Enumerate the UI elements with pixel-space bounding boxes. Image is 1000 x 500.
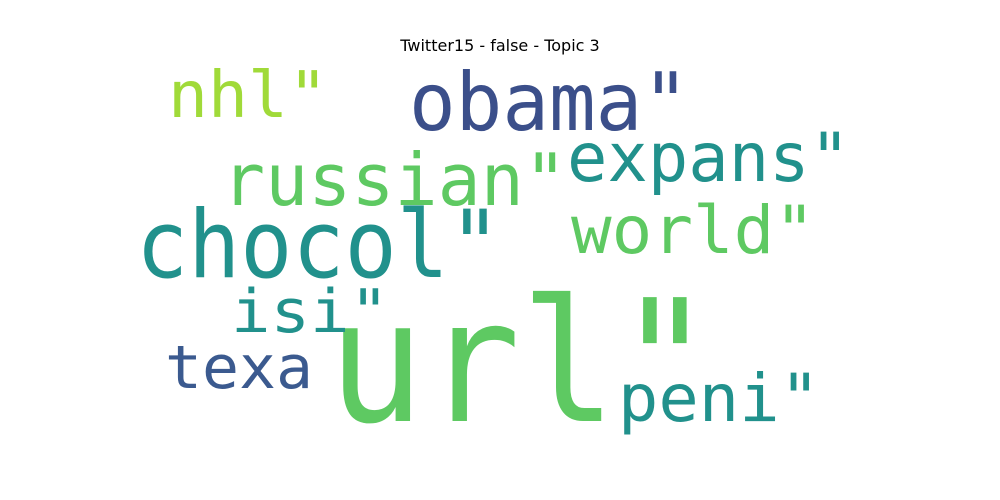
word-expans: expans" xyxy=(567,119,850,198)
word-chocol: chocol" xyxy=(136,191,501,300)
word-texa: texa xyxy=(165,333,313,403)
word-url: url" xyxy=(328,264,713,462)
word-russian: russian" xyxy=(222,138,567,222)
word-nhl: nhl" xyxy=(168,59,328,133)
word-peni: peni" xyxy=(618,360,820,437)
figure-title: Twitter15 - false - Topic 3 xyxy=(400,36,600,55)
word-isi: isi" xyxy=(231,277,389,347)
word-world: world" xyxy=(571,192,815,269)
word-obama: obama" xyxy=(409,56,689,149)
